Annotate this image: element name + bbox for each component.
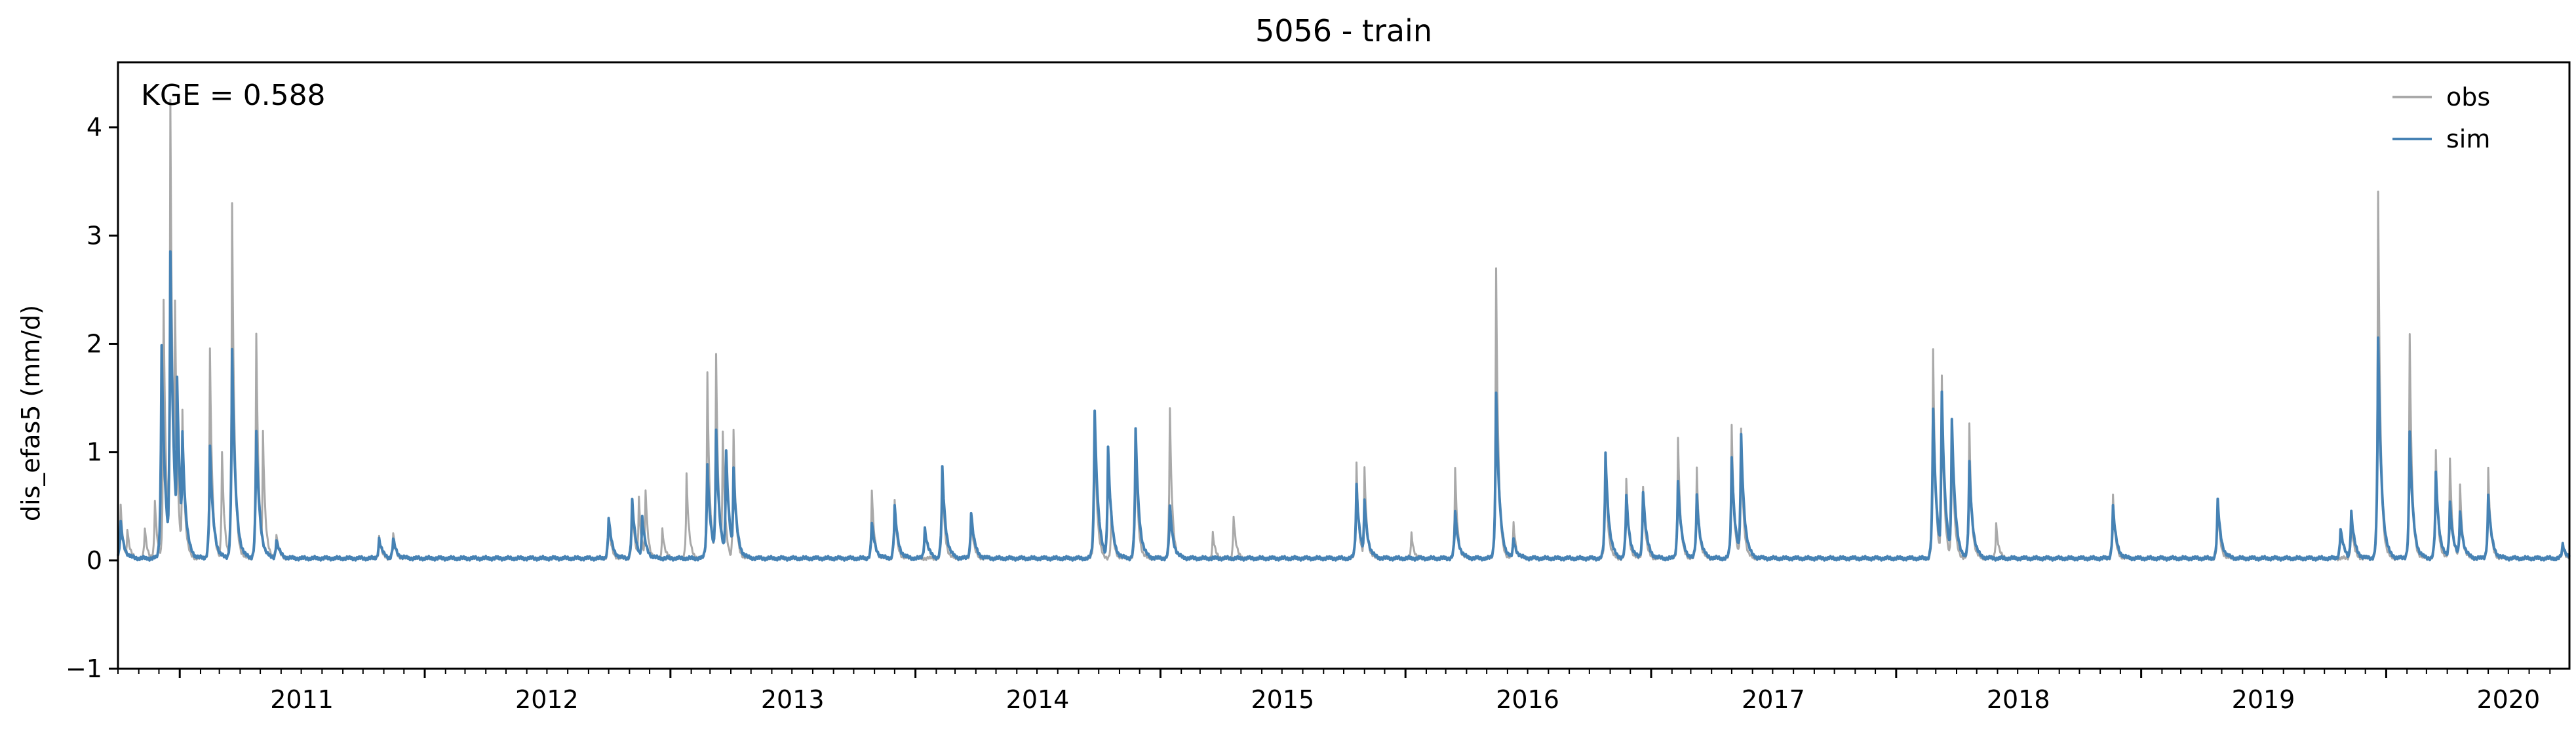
legend: obs sim [2392, 83, 2490, 153]
x-tick-label: 2016 [1496, 685, 1559, 714]
y-axis-label: dis_efas5 (mm/d) [16, 305, 45, 521]
y-tick-label: 4 [87, 113, 102, 142]
x-tick-label: 2012 [515, 685, 579, 714]
plot-frame [117, 61, 2571, 670]
y-tick-label: 2 [87, 329, 102, 358]
x-tick-label: 2020 [2476, 685, 2540, 714]
sim-series-line [117, 250, 2571, 562]
y-axis-ticks: −1 0 1 2 3 4 [66, 113, 118, 683]
x-tick-label: 2019 [2232, 685, 2295, 714]
y-tick-label: 0 [87, 546, 102, 575]
x-tick-label: 2011 [270, 685, 334, 714]
x-axis-ticks: 2011 2012 2013 2014 2015 2016 2017 2018 2019 2020 [117, 669, 2551, 714]
y-tick-label: −1 [66, 654, 102, 683]
plot-area [117, 98, 2571, 562]
obs-line-path [117, 98, 2571, 562]
legend-sim-label: sim [2446, 125, 2490, 153]
kge-annotation: KGE = 0.588 [141, 79, 326, 112]
y-tick-label: 1 [87, 438, 102, 467]
x-tick-label: 2015 [1251, 685, 1314, 714]
x-tick-label: 2017 [1742, 685, 1805, 714]
obs-series-line [117, 98, 2571, 562]
y-tick-label: 3 [87, 221, 102, 250]
x-tick-label: 2014 [1006, 685, 1070, 714]
x-tick-label: 2018 [1987, 685, 2050, 714]
sim-line-path [117, 250, 2571, 562]
chart-title: 5056 - train [1255, 13, 1432, 49]
x-tick-label: 2013 [761, 685, 825, 714]
legend-obs-label: obs [2446, 83, 2490, 111]
